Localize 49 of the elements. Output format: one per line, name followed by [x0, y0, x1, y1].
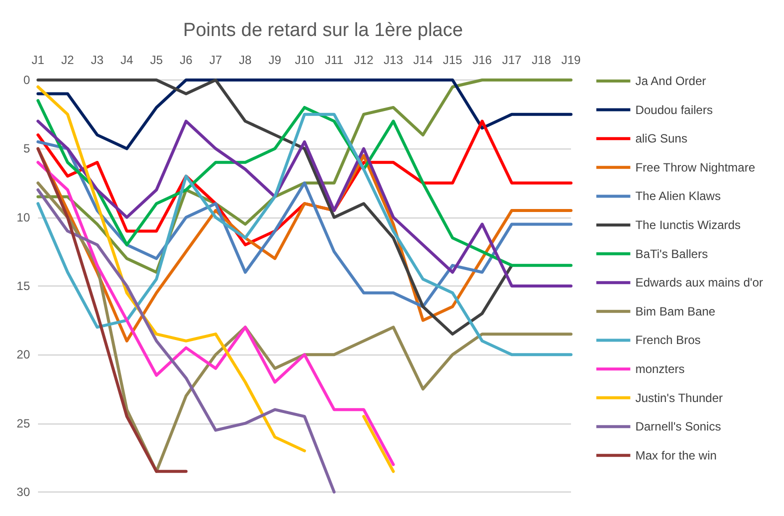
- legend-label: Bim Bam Bane: [635, 304, 716, 318]
- x-tick-label: J10: [294, 53, 314, 67]
- line-series: [36, 140, 572, 308]
- x-tick-label: J2: [61, 53, 74, 67]
- legend-label: Max for the win: [635, 448, 717, 462]
- x-tick-label: J7: [209, 53, 222, 67]
- x-tick-label: J1: [32, 53, 45, 67]
- x-tick-label: J11: [324, 53, 344, 67]
- x-tick-label: J18: [532, 53, 552, 67]
- x-tick-label: J19: [561, 53, 581, 67]
- x-tick-label: J8: [238, 53, 252, 67]
- x-tick-label: J6: [180, 53, 193, 67]
- x-tick-label: J4: [120, 53, 134, 67]
- legend-label: Free Throw Nightmare: [635, 160, 756, 174]
- x-tick-label: J16: [472, 53, 492, 67]
- legend-label: monzters: [635, 362, 685, 376]
- chart-title: Points de retard sur la 1ère place: [183, 20, 463, 41]
- y-tick-label: 0: [23, 73, 30, 87]
- legend-label: Darnell's Sonics: [635, 420, 721, 434]
- legend-label: Doudou failers: [635, 102, 713, 117]
- y-tick-label: 30: [16, 485, 30, 499]
- line-series: [36, 188, 336, 494]
- line-series: [36, 147, 188, 473]
- legend-label: BaTi's Ballers: [635, 246, 708, 261]
- y-tick-label: 5: [23, 142, 30, 156]
- x-tick-label: J17: [502, 53, 522, 67]
- legend-label: Justin's Thunder: [635, 390, 723, 405]
- y-tick-label: 25: [16, 416, 30, 430]
- legend-label: Ja And Order: [635, 74, 706, 88]
- y-tick-label: 10: [16, 210, 30, 224]
- x-tick-label: J12: [354, 53, 374, 67]
- legend-label: The Iunctis Wizards: [635, 218, 741, 232]
- y-tick-label: 20: [16, 348, 30, 362]
- line-series: [36, 78, 572, 150]
- x-tick-label: J13: [384, 53, 404, 67]
- x-tick-label: J3: [90, 53, 104, 67]
- y-tick-label: 15: [16, 279, 30, 293]
- line-series: [36, 112, 572, 356]
- x-tick-label: J15: [442, 53, 463, 67]
- x-tick-label: J9: [268, 53, 282, 67]
- x-tick-label: J5: [150, 53, 164, 67]
- legend-label: The Alien Klaws: [635, 189, 721, 204]
- line-series: [36, 120, 572, 288]
- x-tick-label: J14: [413, 53, 433, 67]
- line-series: [36, 160, 395, 466]
- legend-label: French Bros: [635, 333, 701, 348]
- legend-label: Edwards aux mains d'or: [635, 276, 764, 290]
- legend-label: aliG Suns: [635, 132, 688, 146]
- line-series: [36, 78, 514, 336]
